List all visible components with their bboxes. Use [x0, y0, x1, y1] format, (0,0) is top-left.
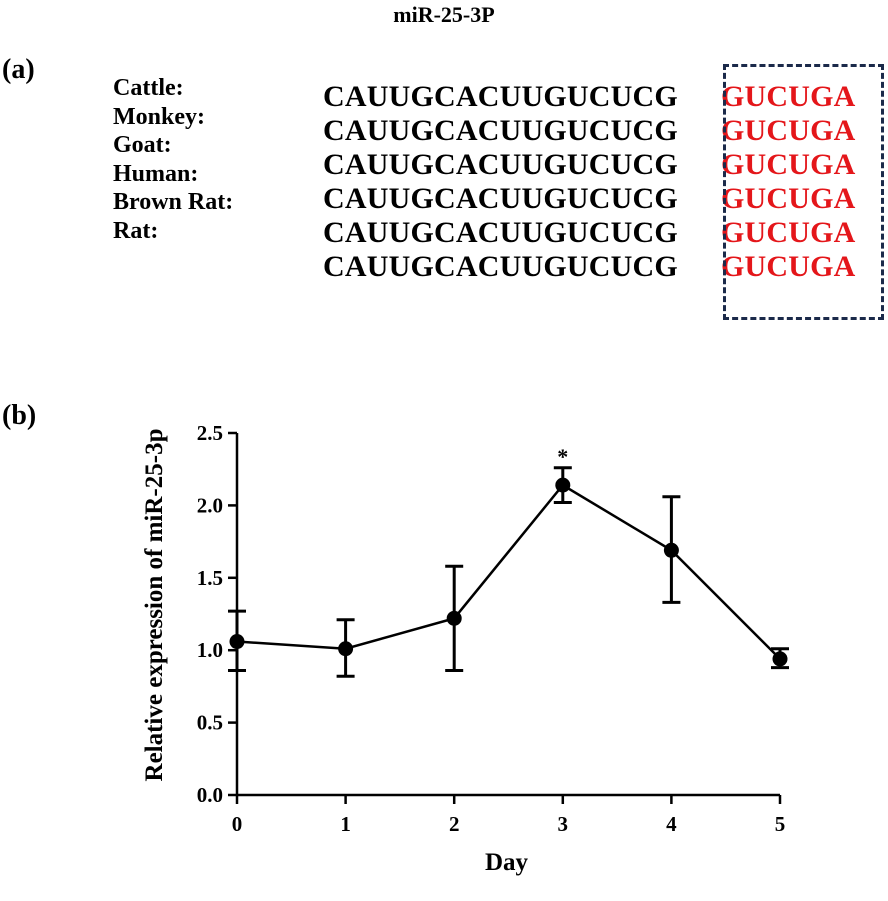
data-point	[663, 542, 679, 558]
x-tick-label: 0	[232, 812, 243, 836]
species-label: Rat:	[113, 217, 159, 244]
sequence-seed: GUCUGA	[721, 250, 856, 283]
x-axis-label: Day	[485, 849, 529, 876]
species-label: Cattle:	[113, 75, 184, 101]
seed-region-box	[723, 64, 884, 320]
x-tick-label: 4	[666, 812, 677, 836]
panel-a-label: (a)	[2, 54, 35, 85]
sequence-seed: GUCUGA	[721, 148, 856, 181]
sequence-seed: GUCUGA	[721, 80, 856, 113]
species-label: Human:	[113, 160, 199, 187]
sequence-seed: GUCUGA	[721, 114, 856, 147]
sequence-conserved: CAUUGCACUUGUCUCG	[323, 114, 678, 147]
panel-b-label: (b)	[2, 400, 37, 431]
species-label: Monkey:	[113, 103, 205, 130]
sequence-seed: GUCUGA	[721, 182, 856, 215]
species-list: Cattle: Monkey: Goat: Human: Brown Rat: …	[113, 74, 233, 245]
y-tick-label: 0.5	[197, 711, 223, 735]
data-point	[338, 641, 354, 657]
y-tick-label: 1.0	[197, 638, 223, 662]
sequence-conserved: CAUUGCACUUGUCUCG	[323, 148, 678, 181]
data-point	[555, 477, 571, 493]
species-label: Goat:	[113, 132, 172, 158]
species-label: Brown Rat:	[113, 189, 234, 215]
y-tick-label: 2.0	[197, 493, 223, 517]
y-tick-label: 2.5	[197, 421, 223, 445]
sequence-row: CAUUGCACUUGUCUCG GUCUGA	[323, 216, 856, 250]
sequence-row: CAUUGCACUUGUCUCG GUCUGA	[323, 80, 856, 114]
sequence-seed: GUCUGA	[721, 216, 856, 249]
x-tick-label: 3	[558, 812, 569, 836]
y-axis-label: Relative expression of miR-25-3p	[141, 429, 168, 782]
sequence-row: CAUUGCACUUGUCUCG GUCUGA	[323, 148, 856, 182]
data-point	[772, 651, 788, 667]
sequence-row: CAUUGCACUUGUCUCG GUCUGA	[323, 114, 856, 148]
sequence-conserved: CAUUGCACUUGUCUCG	[323, 80, 678, 113]
figure-title: miR-25-3P	[393, 2, 495, 27]
sequence-conserved: CAUUGCACUUGUCUCG	[323, 216, 678, 249]
x-tick-label: 1	[340, 812, 351, 836]
y-tick-label: 0.0	[197, 783, 223, 807]
y-tick-label: 1.5	[197, 566, 223, 590]
series-line	[236, 483, 781, 660]
data-point	[446, 610, 462, 626]
data-point	[229, 634, 245, 650]
significance-marker: *	[557, 444, 568, 469]
x-tick-label: 2	[449, 812, 460, 836]
sequence-row: CAUUGCACUUGUCUCG GUCUGA	[323, 182, 856, 216]
sequence-row: CAUUGCACUUGUCUCG GUCUGA	[323, 250, 856, 284]
x-tick-label: 5	[775, 812, 786, 836]
sequence-conserved: CAUUGCACUUGUCUCG	[323, 182, 678, 215]
sequence-alignment: CAUUGCACUUGUCUCG GUCUGA CAUUGCACUUGUCUCG G…	[323, 80, 856, 284]
sequence-conserved: CAUUGCACUUGUCUCG	[323, 250, 678, 283]
